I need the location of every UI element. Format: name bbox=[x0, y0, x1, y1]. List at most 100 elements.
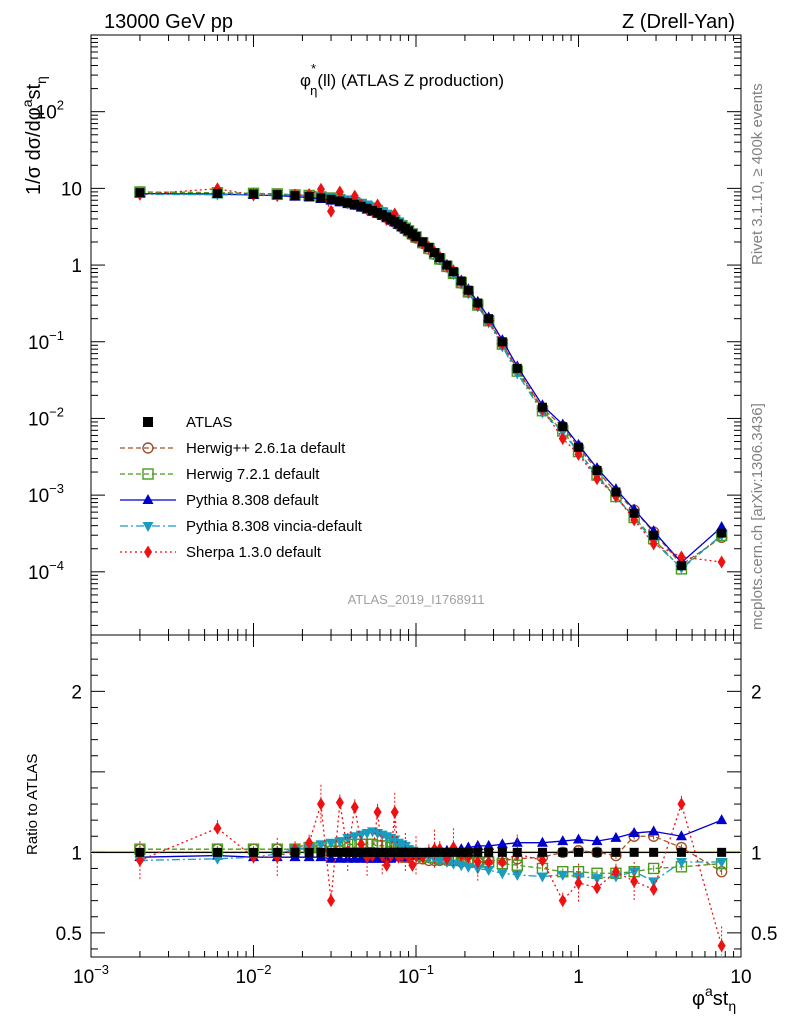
ratio-point bbox=[473, 847, 483, 857]
ratio-point bbox=[511, 836, 523, 847]
ratio-point bbox=[716, 858, 728, 869]
ratio-y-axis-label: Ratio to ATLAS bbox=[24, 754, 41, 855]
y-tick-label: 10−4 bbox=[28, 558, 64, 584]
ratio-point bbox=[424, 847, 434, 857]
data-point bbox=[350, 189, 359, 203]
series-atlas-ratio bbox=[135, 847, 727, 857]
ratio-point bbox=[574, 847, 583, 857]
main-panel: 102 10 1 10−1 10−2 10−3 10−4 bbox=[28, 34, 742, 636]
y-tick-label: 10−1 bbox=[28, 328, 64, 354]
y-tick-label: 10 bbox=[61, 179, 82, 200]
data-point bbox=[326, 194, 336, 204]
ratio-point bbox=[357, 837, 366, 851]
ratio-point bbox=[557, 835, 569, 846]
data-point bbox=[343, 198, 353, 208]
x-label-sup: a bbox=[705, 983, 713, 999]
data-point bbox=[629, 508, 639, 518]
data-point bbox=[368, 205, 378, 215]
ratio-point bbox=[408, 858, 417, 872]
y-label-part-1: 1/σ dσ/dφ bbox=[23, 107, 45, 195]
svg-text:φ*η(ll) (ATLAS Z production): φ* η(ll) (ATLAS Z production) bbox=[300, 61, 504, 98]
ratio-point bbox=[211, 854, 223, 865]
legend-marker bbox=[144, 545, 152, 559]
legend-label: Pythia 8.308 default bbox=[186, 492, 319, 509]
chart-title: φ* η(ll) (ATLAS Z production) bbox=[300, 61, 504, 98]
ratio-point bbox=[335, 795, 344, 809]
ratio-point bbox=[483, 866, 495, 877]
ratio-point bbox=[537, 847, 547, 857]
data-point bbox=[716, 521, 728, 532]
ratio-point bbox=[462, 862, 474, 873]
ratio-point bbox=[316, 847, 326, 857]
ratio-point bbox=[335, 847, 345, 857]
ratio-panel: 10−3 10−2 10−1 1 10 0.5 0.5 1 1 2 2 bbox=[56, 634, 777, 988]
x-tick-label: 10−1 bbox=[398, 962, 434, 988]
data-point bbox=[335, 196, 345, 206]
ratio-point bbox=[536, 872, 548, 883]
data-point bbox=[418, 237, 428, 247]
data-point bbox=[649, 537, 658, 551]
ratio-point bbox=[610, 831, 622, 842]
ratio-point bbox=[573, 833, 584, 844]
ratio-point bbox=[557, 870, 569, 881]
x-tick-label: 10−3 bbox=[73, 962, 109, 988]
ratio-point bbox=[511, 870, 523, 881]
x-tick-label: 10 bbox=[730, 967, 751, 988]
title-rest: (ll) (ATLAS Z production) bbox=[317, 71, 504, 90]
ratio-point bbox=[649, 847, 659, 857]
data-point bbox=[717, 555, 726, 569]
data-point bbox=[448, 267, 458, 277]
legend-label: Pythia 8.308 vincia-default bbox=[186, 518, 363, 535]
ratio-point bbox=[591, 835, 603, 846]
ratio-point bbox=[435, 847, 445, 857]
ratio-point bbox=[325, 838, 337, 849]
ratio-point bbox=[213, 821, 222, 835]
ratio-point bbox=[483, 839, 495, 850]
svg-text:φastη: φastη bbox=[692, 983, 736, 1014]
ratio-point bbox=[368, 847, 378, 857]
y-label-part-3: st bbox=[23, 84, 45, 100]
ratio-point bbox=[592, 847, 602, 857]
data-point bbox=[473, 298, 483, 308]
legend-entry-pythia-8-308-default: Pythia 8.308 default bbox=[120, 492, 319, 509]
ratio-point bbox=[675, 858, 687, 869]
ratio-point bbox=[496, 869, 508, 880]
ratio-point bbox=[390, 805, 399, 819]
data-point bbox=[558, 422, 568, 432]
ratio-point bbox=[472, 864, 484, 875]
data-point bbox=[135, 188, 145, 198]
legend-entry-sherpa-1-3-0-default: Sherpa 1.3.0 default bbox=[120, 544, 322, 561]
data-point bbox=[435, 253, 445, 263]
ratio-point bbox=[362, 847, 372, 857]
ratio-point bbox=[442, 847, 452, 857]
ratio-point bbox=[327, 894, 336, 908]
ratio-point bbox=[574, 876, 583, 890]
data-point bbox=[430, 248, 440, 258]
legend-marker bbox=[142, 442, 154, 454]
data-point bbox=[592, 465, 602, 475]
ratio-point bbox=[430, 847, 440, 857]
data-point bbox=[249, 189, 258, 199]
y-tick-labels: 102 10 1 10−1 10−2 10−3 10−4 bbox=[28, 98, 82, 584]
legend-entry-herwig-7-2-1-default: Herwig 7.2.1 default bbox=[120, 466, 320, 483]
y-tick-label: 10−2 bbox=[28, 404, 64, 430]
svg-text:1/σ dσ/dφastη: 1/σ dσ/dφastη bbox=[19, 76, 49, 195]
y-label-sub: η bbox=[33, 76, 49, 84]
ratio-point bbox=[456, 847, 466, 857]
mcplots-reference-label: mcplots.cern.ch [arXiv:1306.3436] bbox=[749, 403, 766, 630]
x-label-mid: st bbox=[713, 988, 729, 1010]
legend-label: Herwig 7.2.1 default bbox=[186, 466, 320, 483]
ratio-point bbox=[591, 846, 603, 859]
ratio-point bbox=[356, 847, 366, 857]
ratio-point bbox=[717, 939, 726, 953]
ratio-point bbox=[472, 839, 484, 850]
ratio-point bbox=[484, 855, 493, 869]
data-point bbox=[373, 207, 383, 217]
data-point bbox=[484, 314, 494, 324]
ratio-point bbox=[334, 837, 346, 848]
ratio-point bbox=[591, 874, 603, 885]
ratio-point bbox=[411, 847, 421, 857]
legend: ATLAS Herwig++ 2.6.1a default Herwig 7.2.1… bbox=[120, 414, 363, 561]
